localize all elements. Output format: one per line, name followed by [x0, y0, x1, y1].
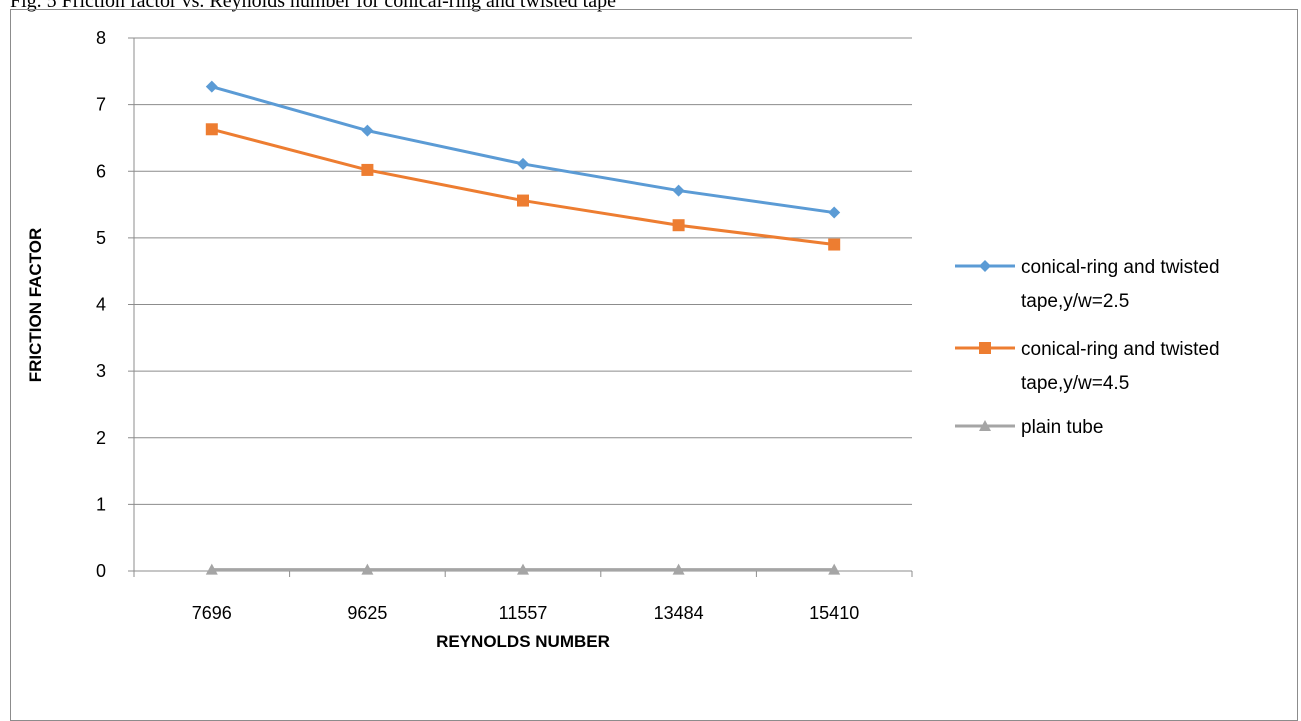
- data-point: [517, 194, 529, 207]
- data-point: [517, 157, 529, 170]
- data-point: [828, 206, 841, 219]
- legend-entry-3: plain tube: [955, 417, 1103, 438]
- legend-entry-1: conical-ring and twisted tape,y/w=2.5: [955, 257, 1220, 312]
- data-point: [672, 563, 685, 575]
- x-tick-label: 15410: [809, 603, 859, 623]
- legend-swatch-marker: [979, 260, 991, 272]
- y-tick-label: 4: [96, 295, 106, 315]
- x-tick-label: 13484: [654, 603, 704, 623]
- data-point: [205, 563, 218, 575]
- legend-label: tape,y/w=2.5: [1021, 291, 1129, 312]
- y-axis-title: FRICTION FACTOR: [26, 228, 45, 383]
- y-tick-label: 2: [96, 428, 106, 448]
- series-line: [211, 85, 835, 215]
- y-tick-label: 1: [96, 494, 106, 514]
- legend-label: conical-ring and twisted: [1021, 257, 1220, 278]
- data-point: [361, 124, 374, 137]
- series-3: [205, 563, 841, 575]
- data-point: [205, 80, 218, 93]
- y-tick-label: 0: [96, 561, 106, 581]
- x-axis-title: REYNOLDS NUMBER: [436, 632, 610, 651]
- y-tick-label: 5: [96, 228, 106, 248]
- series-group: [205, 80, 841, 575]
- y-tick-label: 8: [96, 28, 106, 48]
- legend-label: tape,y/w=4.5: [1021, 373, 1129, 394]
- y-tick-label: 7: [96, 95, 106, 115]
- y-tick-label: 3: [96, 361, 106, 381]
- legend-swatch-marker: [979, 342, 991, 354]
- legend: conical-ring and twistedtape,y/w=2.5coni…: [955, 257, 1220, 438]
- legend-label: plain tube: [1021, 417, 1103, 438]
- data-point: [205, 123, 218, 136]
- data-point: [361, 163, 374, 176]
- y-tick-label: 6: [96, 161, 106, 181]
- x-tick-label: 9625: [347, 603, 387, 623]
- data-point: [361, 563, 374, 575]
- data-point: [828, 563, 841, 575]
- gridlines: [128, 37, 913, 577]
- data-point: [672, 184, 685, 197]
- series-2: [205, 123, 841, 251]
- y-tick-labels: 0 1 2 3 4 5 6 7 8: [96, 28, 106, 581]
- x-tick-label: 11557: [499, 603, 548, 623]
- data-point: [672, 219, 685, 232]
- data-point: [828, 238, 841, 251]
- legend-entry-2: conical-ring and twisted tape,y/w=4.5: [955, 339, 1220, 394]
- series-line: [211, 127, 835, 247]
- series-1: [205, 80, 841, 219]
- x-tick-label: 7696: [192, 603, 232, 623]
- legend-label: conical-ring and twisted: [1021, 339, 1220, 360]
- data-point: [517, 563, 529, 575]
- x-tick-labels: 7696 9625 11557 13484 15410: [192, 603, 859, 623]
- legend-swatch-marker: [979, 420, 991, 431]
